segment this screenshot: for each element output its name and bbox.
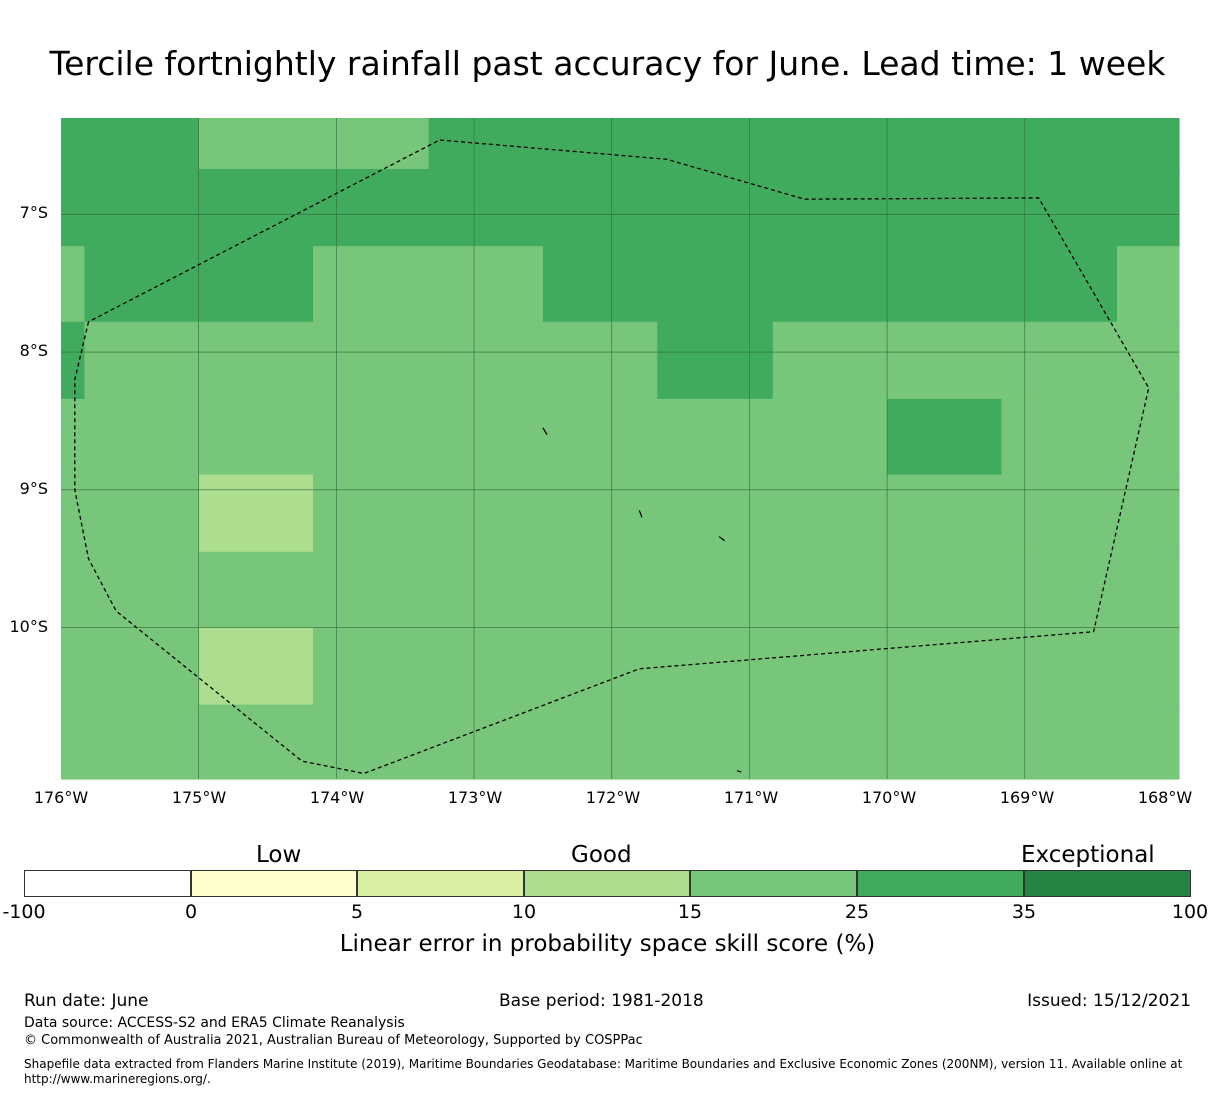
skill-cell (61, 246, 85, 323)
skill-grid-cells (61, 118, 1180, 780)
skill-cell (198, 474, 314, 553)
category-good: Good (571, 842, 632, 868)
colorbar-label: Linear error in probability space skill … (339, 931, 876, 957)
colorbar-tick: -100 (2, 901, 46, 923)
lon-label-173w: 173°W (447, 788, 503, 807)
data-source: Data source: ACCESS-S2 and ERA5 Climate … (24, 1015, 405, 1031)
lon-label-168w: 168°W (1137, 788, 1193, 807)
skill-cell (61, 627, 200, 706)
islands (542, 427, 742, 773)
lon-label-171w: 171°W (723, 788, 779, 807)
skill-cell (542, 246, 1118, 323)
lon-label-169w: 169°W (999, 788, 1055, 807)
colorbar-bin (857, 870, 1024, 897)
lat-label-7s: 7°S (19, 203, 48, 222)
shapefile-credit: Shapefile data extracted from Flanders M… (24, 1057, 1183, 1071)
skill-cell (84, 321, 658, 400)
colorbar-bin (1024, 870, 1191, 897)
skill-cell (428, 118, 1180, 170)
lon-label-176w: 176°W (33, 788, 89, 807)
base-period: Base period: 1981-2018 (499, 991, 704, 1011)
skill-cell (1117, 246, 1180, 323)
skill-cell (84, 246, 314, 323)
skill-cell (313, 246, 544, 323)
colorbar-tick: 5 (350, 901, 364, 923)
lon-label-172w: 172°W (585, 788, 641, 807)
skill-cell (313, 474, 1180, 553)
colorbar-tick: 35 (1011, 901, 1037, 923)
skill-cell (61, 474, 200, 553)
lon-label-174w: 174°W (309, 788, 365, 807)
colorbar-bin (690, 870, 857, 897)
colorbar-bin (24, 870, 191, 897)
skill-cell (313, 627, 1180, 706)
shapefile-url[interactable]: http://www.marineregions.org/. (24, 1072, 211, 1086)
skill-map (61, 118, 1180, 780)
skill-cell (887, 398, 1002, 476)
colorbar-tick: 25 (844, 901, 870, 923)
copyright: © Commonwealth of Australia 2021, Austra… (24, 1033, 643, 1048)
lat-label-9s: 9°S (19, 479, 48, 498)
island-outline (542, 427, 548, 436)
run-date: Run date: June (24, 991, 149, 1011)
lat-label-10s: 10°S (9, 617, 48, 636)
skill-cell (61, 551, 1180, 629)
lat-label-8s: 8°S (19, 341, 48, 360)
skill-cell (1001, 398, 1180, 476)
skill-cell (61, 704, 1180, 780)
category-low: Low (256, 842, 302, 868)
colorbar-bin (357, 870, 524, 897)
skill-cell (61, 321, 85, 400)
island-outline (718, 536, 726, 542)
colorbar-bin (191, 870, 357, 897)
lon-label-170w: 170°W (861, 788, 917, 807)
issued-date: Issued: 15/12/2021 (1027, 991, 1191, 1011)
island-outline (736, 770, 742, 773)
skill-cell (198, 627, 314, 706)
skill-cell (61, 169, 1180, 247)
category-exceptional: Exceptional (1021, 842, 1155, 868)
graticule (61, 118, 1179, 779)
skill-cell (657, 321, 774, 400)
skill-cell (61, 118, 200, 170)
skill-cell (772, 321, 1180, 400)
eez-boundary (74, 139, 1150, 775)
colorbar-tick: 15 (677, 901, 703, 923)
colorbar-tick: 10 (511, 901, 537, 923)
colorbar-bin (524, 870, 690, 897)
lon-label-175w: 175°W (171, 788, 227, 807)
island-outline (638, 510, 643, 518)
skill-cell (198, 118, 430, 170)
colorbar-tick: 100 (1171, 901, 1209, 923)
map-title: Tercile fortnightly rainfall past accura… (49, 44, 1166, 83)
colorbar-tick: 0 (184, 901, 198, 923)
